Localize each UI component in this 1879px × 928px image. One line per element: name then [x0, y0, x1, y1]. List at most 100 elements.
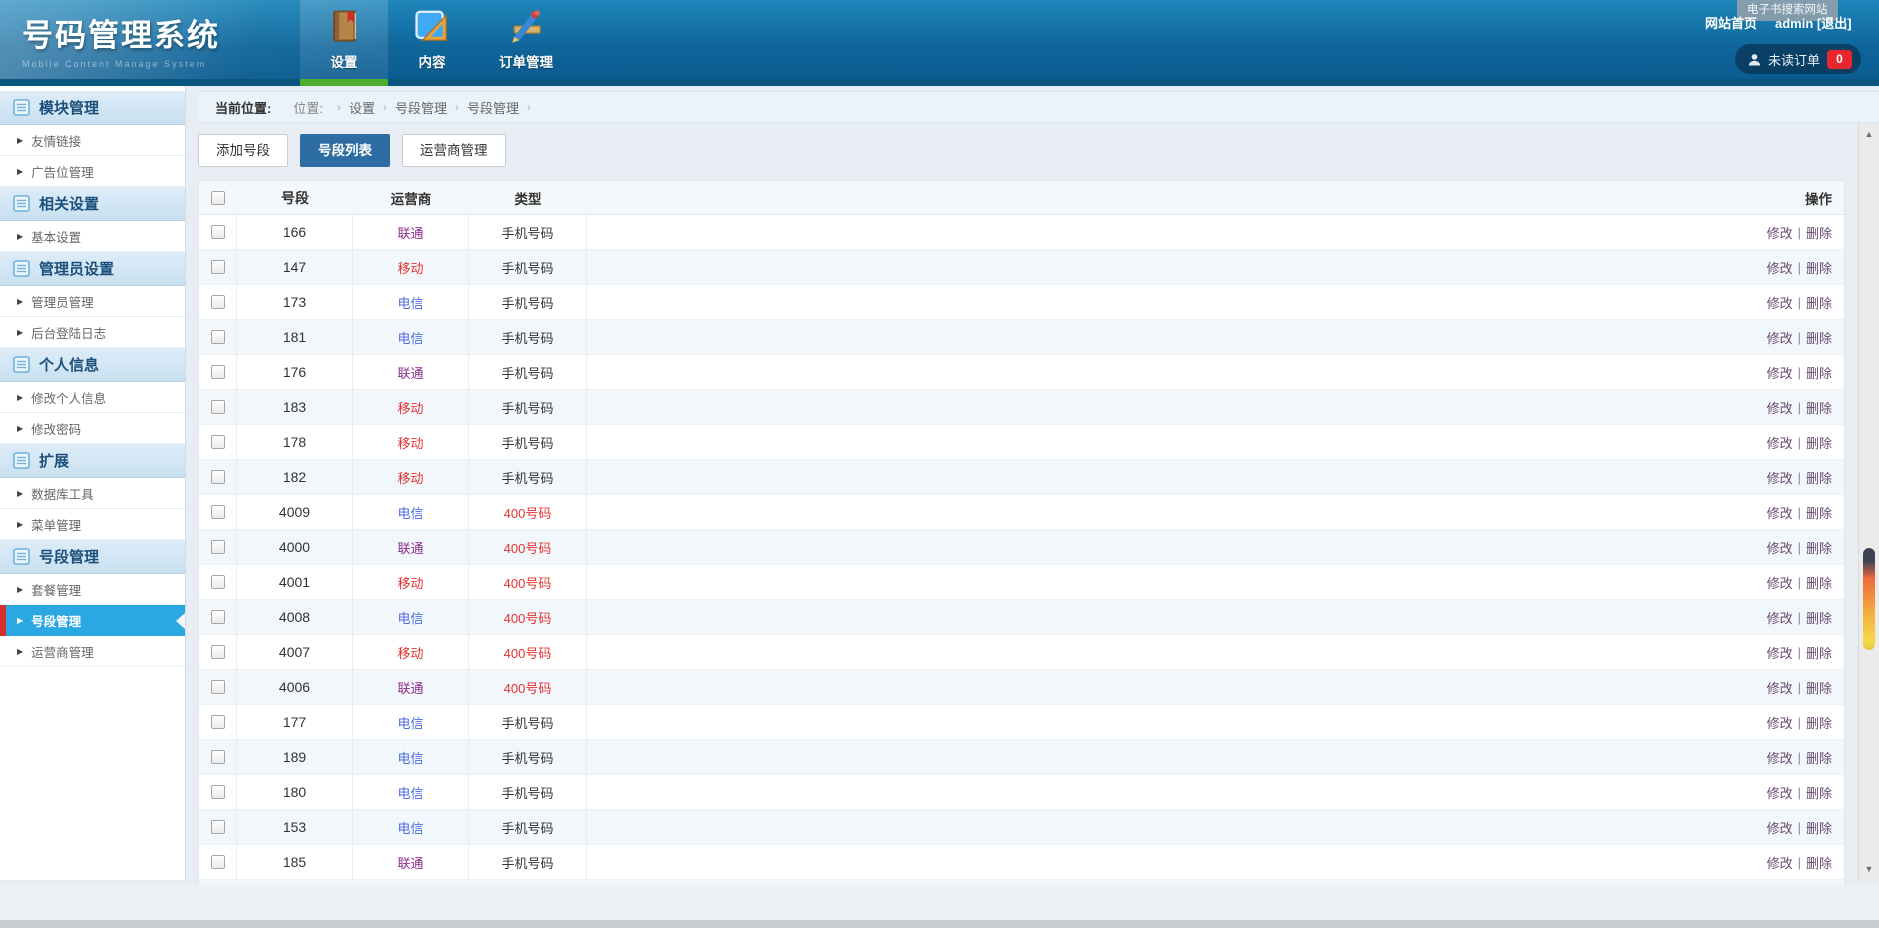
edit-link[interactable]: 修改: [1766, 260, 1793, 276]
sidebar-section-扩展[interactable]: 扩展: [0, 444, 185, 478]
nav-tab-订单管理[interactable]: 订单管理: [476, 0, 576, 79]
sidebar-section-管理员设置[interactable]: 管理员设置: [0, 252, 185, 286]
operator-link[interactable]: 电信: [397, 750, 424, 766]
delete-link[interactable]: 删除: [1805, 715, 1832, 731]
row-checkbox[interactable]: [210, 855, 225, 869]
edit-link[interactable]: 修改: [1766, 610, 1793, 626]
edit-link[interactable]: 修改: [1766, 330, 1793, 346]
edit-link[interactable]: 修改: [1766, 680, 1793, 696]
operator-link[interactable]: 移动: [397, 260, 424, 276]
sidebar-item-菜单管理[interactable]: ▶ 菜单管理: [0, 509, 185, 540]
toolbar-button-运营商管理[interactable]: 运营商管理: [402, 134, 506, 167]
edit-link[interactable]: 修改: [1766, 295, 1793, 311]
row-checkbox[interactable]: [210, 715, 225, 729]
row-checkbox[interactable]: [210, 610, 225, 624]
sidebar-item-友情链接[interactable]: ▶ 友情链接: [0, 125, 185, 156]
operator-link[interactable]: 移动: [397, 470, 424, 486]
sidebar-item-修改密码[interactable]: ▶ 修改密码: [0, 413, 185, 444]
operator-link[interactable]: 电信: [397, 295, 424, 311]
delete-link[interactable]: 删除: [1805, 295, 1832, 311]
delete-link[interactable]: 删除: [1805, 750, 1832, 766]
operator-link[interactable]: 联通: [397, 540, 424, 556]
delete-link[interactable]: 删除: [1805, 680, 1832, 696]
row-checkbox[interactable]: [210, 645, 225, 659]
edit-link[interactable]: 修改: [1766, 435, 1793, 451]
delete-link[interactable]: 删除: [1805, 645, 1832, 661]
edit-link[interactable]: 修改: [1766, 645, 1793, 661]
row-checkbox[interactable]: [210, 365, 225, 379]
operator-link[interactable]: 电信: [397, 715, 424, 731]
operator-link[interactable]: 电信: [397, 610, 424, 626]
row-checkbox[interactable]: [210, 820, 225, 834]
sidebar-section-号段管理[interactable]: 号段管理: [0, 540, 185, 574]
select-all-checkbox[interactable]: [211, 190, 225, 205]
delete-link[interactable]: 删除: [1805, 435, 1832, 451]
scroll-down-button[interactable]: ▼: [1864, 864, 1874, 874]
edit-link[interactable]: 修改: [1766, 225, 1793, 241]
nav-tab-内容[interactable]: 内容: [388, 0, 476, 79]
edit-link[interactable]: 修改: [1766, 715, 1793, 731]
delete-link[interactable]: 删除: [1805, 610, 1832, 626]
edit-link[interactable]: 修改: [1766, 575, 1793, 591]
edit-link[interactable]: 修改: [1766, 785, 1793, 801]
delete-link[interactable]: 删除: [1805, 575, 1832, 591]
operator-link[interactable]: 联通: [397, 855, 424, 871]
toolbar-button-号段列表[interactable]: 号段列表: [300, 134, 390, 167]
edit-link[interactable]: 修改: [1766, 540, 1793, 556]
operator-link[interactable]: 移动: [397, 400, 424, 416]
row-checkbox[interactable]: [210, 225, 225, 239]
sidebar-item-运营商管理[interactable]: ▶ 运营商管理: [0, 636, 185, 667]
delete-link[interactable]: 删除: [1805, 470, 1832, 486]
delete-link[interactable]: 删除: [1805, 260, 1832, 276]
operator-link[interactable]: 移动: [397, 575, 424, 591]
page-scrollbar[interactable]: ▲ ▼: [1858, 123, 1879, 880]
delete-link[interactable]: 删除: [1805, 365, 1832, 381]
sidebar-section-模块管理[interactable]: 模块管理: [0, 91, 185, 125]
row-checkbox[interactable]: [210, 470, 225, 484]
nav-tab-设置[interactable]: 设置: [300, 0, 388, 79]
sidebar-section-相关设置[interactable]: 相关设置: [0, 187, 185, 221]
sidebar-item-套餐管理[interactable]: ▶ 套餐管理: [0, 574, 185, 605]
breadcrumb-link-号段管理[interactable]: 号段管理: [394, 100, 447, 116]
delete-link[interactable]: 删除: [1805, 225, 1832, 241]
operator-link[interactable]: 电信: [397, 330, 424, 346]
home-link[interactable]: 网站首页: [1705, 16, 1758, 31]
edit-link[interactable]: 修改: [1766, 820, 1793, 836]
sidebar-item-管理员管理[interactable]: ▶ 管理员管理: [0, 286, 185, 317]
edit-link[interactable]: 修改: [1766, 365, 1793, 381]
row-checkbox[interactable]: [210, 400, 225, 414]
row-checkbox[interactable]: [210, 260, 225, 274]
delete-link[interactable]: 删除: [1805, 785, 1832, 801]
scrollbar-thumb[interactable]: [1863, 548, 1875, 650]
row-checkbox[interactable]: [210, 435, 225, 449]
operator-link[interactable]: 联通: [397, 680, 424, 696]
row-checkbox[interactable]: [210, 295, 225, 309]
row-checkbox[interactable]: [210, 680, 225, 694]
edit-link[interactable]: 修改: [1766, 750, 1793, 766]
edit-link[interactable]: 修改: [1766, 505, 1793, 521]
scroll-up-button[interactable]: ▲: [1864, 129, 1874, 139]
operator-link[interactable]: 电信: [397, 505, 424, 521]
breadcrumb-link-号段管理[interactable]: 号段管理: [467, 100, 520, 116]
row-checkbox[interactable]: [210, 505, 225, 519]
sidebar-item-广告位管理[interactable]: ▶ 广告位管理: [0, 156, 185, 187]
sidebar-item-数据库工具[interactable]: ▶ 数据库工具: [0, 478, 185, 509]
sidebar-item-修改个人信息[interactable]: ▶ 修改个人信息: [0, 382, 185, 413]
operator-link[interactable]: 联通: [397, 225, 424, 241]
delete-link[interactable]: 删除: [1805, 855, 1832, 871]
row-checkbox[interactable]: [210, 330, 225, 344]
sidebar-item-号段管理[interactable]: ▶ 号段管理: [0, 605, 185, 636]
row-checkbox[interactable]: [210, 785, 225, 799]
admin-logout-link[interactable]: admin [退出]: [1775, 16, 1852, 31]
delete-link[interactable]: 删除: [1805, 330, 1832, 346]
delete-link[interactable]: 删除: [1805, 540, 1832, 556]
operator-link[interactable]: 移动: [397, 645, 424, 661]
row-checkbox[interactable]: [210, 540, 225, 554]
edit-link[interactable]: 修改: [1766, 400, 1793, 416]
sidebar-item-基本设置[interactable]: ▶ 基本设置: [0, 221, 185, 252]
delete-link[interactable]: 删除: [1805, 400, 1832, 416]
operator-link[interactable]: 联通: [397, 365, 424, 381]
operator-link[interactable]: 电信: [397, 820, 424, 836]
row-checkbox[interactable]: [210, 750, 225, 764]
sidebar-section-个人信息[interactable]: 个人信息: [0, 348, 185, 382]
